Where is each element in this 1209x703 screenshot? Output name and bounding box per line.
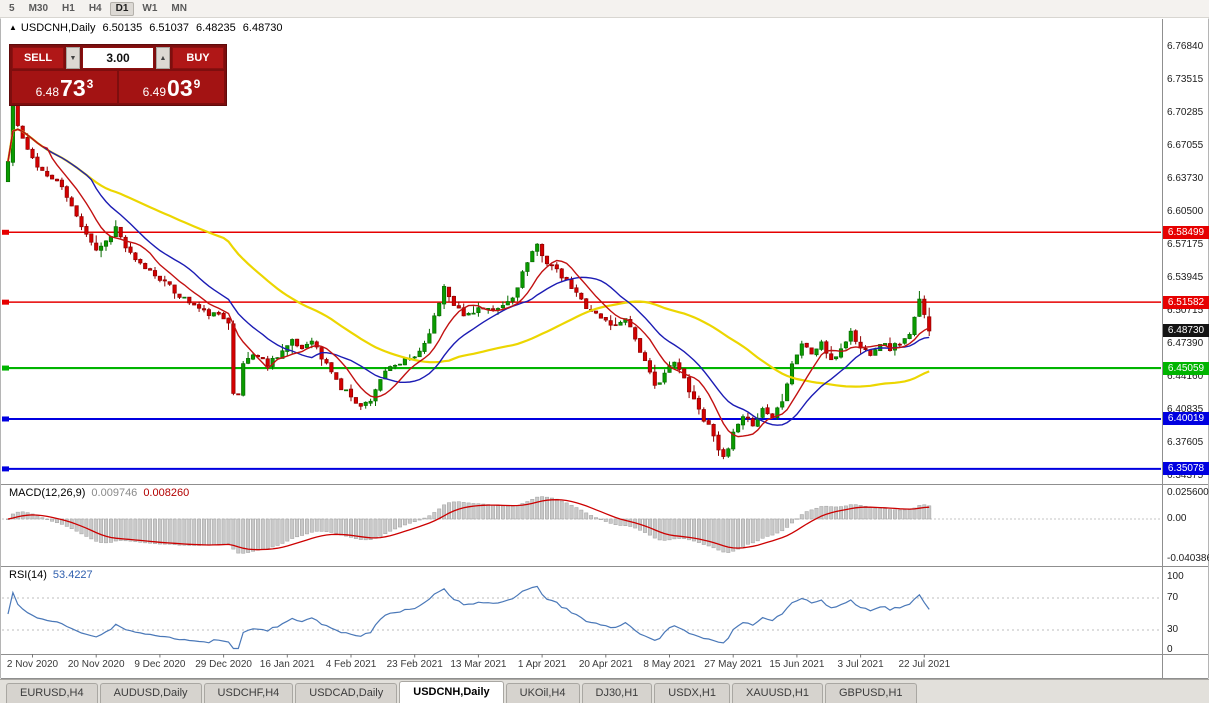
rsi-axis-label: 30 — [1167, 624, 1179, 635]
trade-prices-row: 6.48 73 3 6.49 03 9 — [12, 71, 224, 103]
price-line-badge: 6.51582 — [1163, 295, 1209, 309]
ohlc-close: 6.48730 — [242, 22, 283, 34]
current-price-badge: 6.48730 — [1163, 324, 1209, 338]
macd-axis-label: -0.040386 — [1167, 553, 1209, 564]
ask-prefix: 6.49 — [142, 84, 167, 99]
macd-main-value: 0.009746 — [91, 487, 138, 499]
ohlc-low: 6.48235 — [196, 22, 236, 34]
chart-tab-xauusd-h1[interactable]: XAUUSD,H1 — [731, 683, 823, 703]
price-line-badge: 6.45059 — [1163, 361, 1209, 375]
date-axis-label: 20 Apr 2021 — [578, 659, 633, 670]
chart-title: ▲ USDCNH,Daily 6.50135 6.51037 6.48235 6.4873… — [9, 22, 283, 34]
date-axis-label: 29 Dec 2020 — [195, 659, 252, 670]
volume-decrease-button[interactable]: ▼ — [66, 47, 80, 69]
bid-main-digits: 73 — [60, 75, 86, 102]
rsi-axis-label: 0 — [1167, 644, 1173, 655]
volume-input[interactable] — [82, 47, 154, 69]
rsi-indicator — [2, 585, 1161, 650]
timeframe-button-d1[interactable]: D1 — [109, 1, 135, 16]
timeframe-button-mn[interactable]: MN — [165, 2, 193, 16]
chart-tab-ukoil-h4[interactable]: UKOil,H4 — [505, 683, 580, 703]
macd-axis-label: 0.025600 — [1167, 487, 1209, 498]
ask-price[interactable]: 6.49 03 9 — [119, 71, 224, 103]
price-axis-label: 6.50715 — [1167, 305, 1204, 316]
rsi-value: 53.4227 — [52, 569, 93, 581]
price-axis-label: 6.73515 — [1167, 74, 1204, 85]
macd-name: MACD(12,26,9) — [9, 487, 86, 499]
chart-tab-usdcnh-daily[interactable]: USDCNH,Daily — [399, 681, 504, 703]
chart-tab-usdcad-daily[interactable]: USDCAD,Daily — [295, 683, 398, 703]
date-axis-label: 13 Mar 2021 — [450, 659, 507, 670]
chart-tab-usdchf-h4[interactable]: USDCHF,H4 — [203, 683, 294, 703]
chart-tab-dj30-h1[interactable]: DJ30,H1 — [581, 683, 653, 703]
rsi-axis-label: 70 — [1167, 592, 1179, 603]
chart-symbol-label: USDCNH,Daily — [20, 22, 96, 34]
price-axis-label: 6.57175 — [1167, 239, 1204, 250]
chart-tab-gbpusd-h1[interactable]: GBPUSD,H1 — [824, 683, 917, 703]
date-axis-label: 2 Nov 2020 — [6, 659, 59, 670]
horizontal-lines[interactable] — [2, 229, 1161, 472]
macd-label: MACD(12,26,9) 0.009746 0.008260 — [9, 487, 195, 499]
ask-pip-digit: 9 — [193, 77, 201, 91]
price-axis-label: 6.44160 — [1167, 371, 1204, 382]
timeframe-button-h4[interactable]: H4 — [83, 2, 108, 16]
timeframe-button-h1[interactable]: H1 — [56, 2, 81, 16]
chart-frame — [0, 18, 1209, 679]
price-axis-label: 6.47390 — [1167, 338, 1204, 349]
trade-controls-row: SELL ▼ ▲ BUY — [12, 47, 224, 69]
bid-price[interactable]: 6.48 73 3 — [12, 71, 117, 103]
macd-signal-value: 0.008260 — [143, 487, 190, 499]
ohlc-high: 6.51037 — [149, 22, 190, 34]
date-axis-label: 3 Jul 2021 — [837, 659, 884, 670]
timeframe-button-m30[interactable]: M30 — [23, 2, 54, 16]
price-axis-label: 6.63730 — [1167, 173, 1204, 184]
price-axis-label: 6.70285 — [1167, 107, 1204, 118]
timeframe-toolbar: 5 M30 H1 H4 D1 W1 MN — [0, 0, 1209, 18]
date-axis-label: 16 Jan 2021 — [259, 659, 315, 670]
price-axis-label: 6.53945 — [1167, 272, 1204, 283]
volume-increase-button[interactable]: ▲ — [156, 47, 170, 69]
chart-tab-bar: EURUSD,H4 AUDUSD,Daily USDCHF,H4 USDCAD,Dai… — [0, 679, 1209, 703]
date-axis-label: 27 May 2021 — [704, 659, 763, 670]
buy-button[interactable]: BUY — [172, 47, 224, 69]
timeframe-button-w1[interactable]: W1 — [136, 2, 163, 16]
macd-indicator — [2, 496, 1161, 554]
ask-main-digits: 03 — [167, 75, 193, 102]
ohlc-open: 6.50135 — [102, 22, 143, 34]
timeframe-button-5[interactable]: 5 — [3, 2, 21, 16]
chart-symbol-icon: ▲ — [9, 23, 17, 32]
rsi-label: RSI(14) 53.4227 — [9, 569, 99, 581]
date-axis-label: 23 Feb 2021 — [386, 659, 443, 670]
bid-pip-digit: 3 — [86, 77, 94, 91]
price-line-badge: 6.35078 — [1163, 462, 1209, 476]
price-axis-label: 6.40835 — [1167, 404, 1204, 415]
price-axis-label: 6.34375 — [1167, 470, 1204, 481]
candles-layer — [5, 95, 932, 460]
price-line-badge: 6.40019 — [1163, 412, 1209, 426]
date-axis-label: 8 May 2021 — [643, 659, 696, 670]
date-axis-label: 4 Feb 2021 — [325, 659, 377, 670]
date-axis-label: 9 Dec 2020 — [134, 659, 186, 670]
date-axis-label: 1 Apr 2021 — [517, 659, 567, 670]
sell-button[interactable]: SELL — [12, 47, 64, 69]
rsi-axis-label: 100 — [1167, 571, 1184, 582]
chart-tab-eurusd-h4[interactable]: EURUSD,H4 — [6, 683, 98, 703]
rsi-name: RSI(14) — [9, 569, 47, 581]
date-axis-label: 15 Jun 2021 — [769, 659, 825, 670]
price-line-badge: 6.58499 — [1163, 225, 1209, 239]
price-axis-label: 6.37605 — [1167, 437, 1204, 448]
date-axis-label: 22 Jul 2021 — [898, 659, 951, 670]
price-axis-label: 6.67055 — [1167, 140, 1204, 151]
price-axis-label: 6.60500 — [1167, 206, 1204, 217]
chart-tab-audusd-daily[interactable]: AUDUSD,Daily — [99, 683, 202, 703]
date-axis-label: 20 Nov 2020 — [67, 659, 125, 670]
moving-average-lines — [6, 128, 930, 438]
chart-tab-usdx-h1[interactable]: USDX,H1 — [654, 683, 730, 703]
bid-prefix: 6.48 — [35, 84, 60, 99]
macd-axis-label: 0.00 — [1167, 513, 1187, 524]
price-axis-label: 6.76840 — [1167, 41, 1204, 52]
